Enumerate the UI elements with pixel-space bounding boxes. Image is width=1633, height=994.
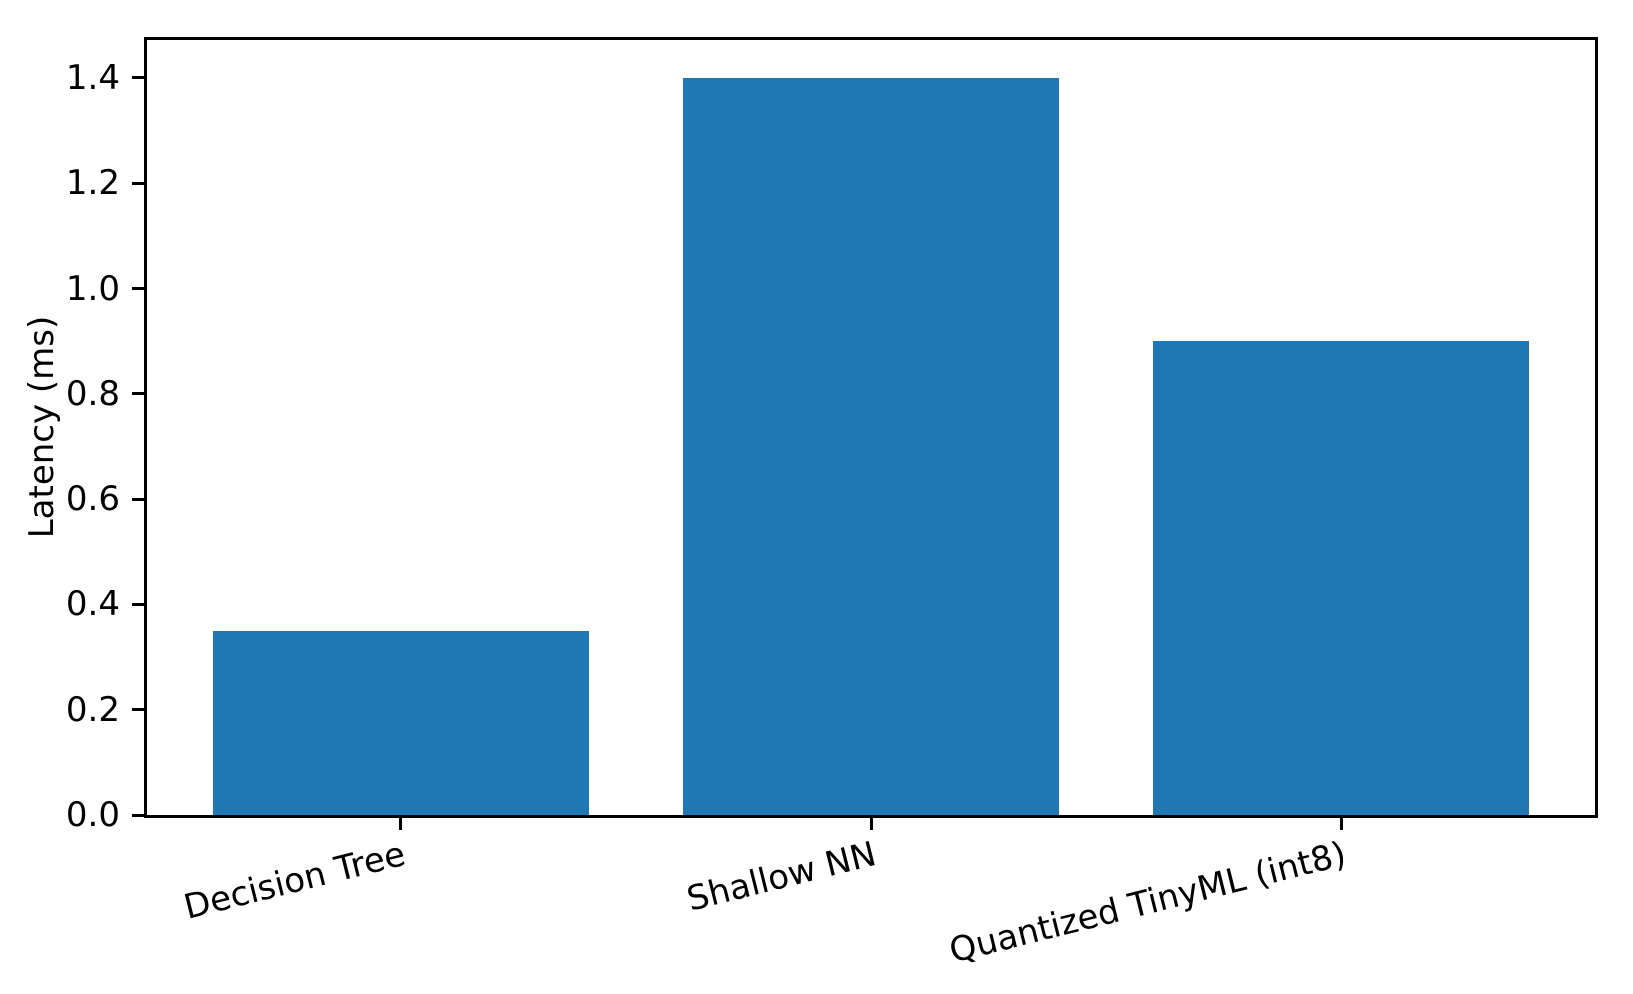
y-tick-label: 1.0 [65, 268, 120, 309]
y-tick-label: 0.6 [65, 479, 120, 520]
x-tick-label: Quantized TinyML (int8) [945, 834, 1351, 972]
y-tick-mark [132, 813, 144, 817]
x-tick-label: Shallow NN [682, 834, 880, 920]
y-tick-mark [132, 287, 144, 290]
bar [682, 77, 1060, 815]
y-tick-mark [132, 181, 144, 185]
bar [1153, 341, 1530, 815]
y-tick-label: 1.2 [65, 163, 120, 204]
y-tick-mark [132, 392, 144, 396]
y-tick-label: 0.4 [65, 584, 120, 625]
y-tick-label: 1.4 [65, 57, 120, 98]
y-tick-mark [132, 708, 144, 712]
y-tick-mark [132, 497, 144, 501]
y-tick-mark [132, 76, 144, 80]
x-tick-mark [399, 818, 403, 830]
x-tick-mark [869, 818, 873, 830]
x-tick-label: Decision Tree [180, 834, 410, 928]
y-tick-label: 0.0 [65, 795, 120, 835]
y-tick-label: 0.8 [65, 373, 120, 414]
bar [212, 630, 589, 815]
y-axis-label: Latency (ms) [22, 315, 62, 539]
x-tick-mark [1339, 818, 1343, 830]
plot-area: 0.0 0.2 0.4 0.6 0.8 1.0 1.2 1.4 Decision Tree Sha… [66, 40, 1595, 971]
y-tick-mark [132, 602, 144, 606]
y-tick-label: 0.2 [65, 689, 120, 730]
